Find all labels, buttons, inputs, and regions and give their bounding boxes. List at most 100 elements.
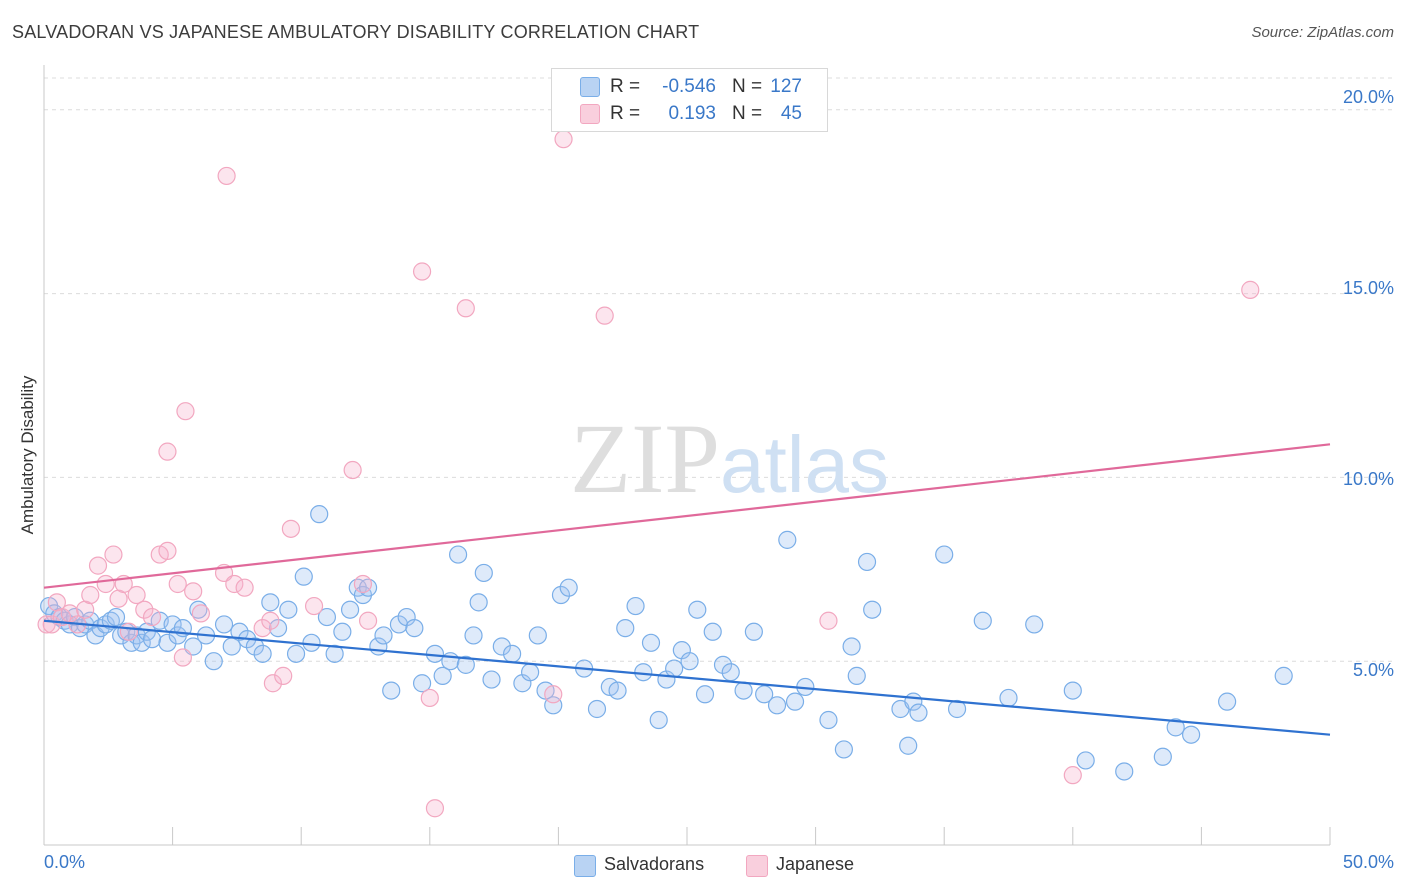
salvadoran-point <box>847 666 866 685</box>
japanese-point <box>1241 280 1260 299</box>
salvadoran-point <box>767 696 787 715</box>
japanese-point <box>135 600 154 619</box>
salvadoran-point <box>734 681 753 700</box>
japanese-point <box>554 130 573 149</box>
salvadoran-point <box>744 622 763 641</box>
legend-r-label: R = <box>610 103 641 124</box>
japanese-point <box>225 574 244 594</box>
data-points <box>37 130 1293 818</box>
salvadoran-point <box>132 633 151 652</box>
japanese-point <box>819 611 838 630</box>
salvadoran-point <box>214 615 234 634</box>
legend-swatch-pink <box>580 104 600 124</box>
salvadoran-point <box>294 567 313 586</box>
japanese-point <box>456 299 475 318</box>
salvadoran-point <box>340 600 360 619</box>
series-name: Salvadorans <box>604 854 705 874</box>
y-tick-label-15: 15.0% <box>1342 278 1394 298</box>
salvadoran-point <box>973 611 992 630</box>
salvadoran-point <box>1063 681 1082 700</box>
watermark-zip: ZIP <box>570 403 720 514</box>
salvadoran-point <box>1182 725 1201 744</box>
japanese-point <box>168 574 187 594</box>
grid-lines <box>44 77 1392 662</box>
japanese-point <box>235 578 254 597</box>
salvadoran-point <box>503 644 522 663</box>
japanese-point <box>184 582 203 601</box>
japanese-point <box>119 622 138 641</box>
salvadoran-point <box>469 593 488 612</box>
salvadoran-point <box>935 545 954 564</box>
japanese-point <box>343 460 362 480</box>
salvadoran-point <box>1166 718 1185 737</box>
salvadoran-point <box>834 740 853 759</box>
legend-row-japanese: R = 0.193 N = 45 <box>552 101 827 127</box>
salvadoran-point <box>142 630 162 649</box>
salvadoran-point <box>1076 751 1095 770</box>
salvadoran-trend-line <box>43 619 1331 736</box>
japanese-point <box>127 585 146 605</box>
salvadoran-point <box>474 563 493 583</box>
salvadoran-point <box>325 644 344 663</box>
salvadoran-point <box>302 633 321 652</box>
salvadoran-point <box>559 578 578 597</box>
salvadoran-point <box>405 619 424 638</box>
japanese-point <box>142 607 162 627</box>
legend-n-value: 45 <box>780 103 802 124</box>
japanese-point <box>176 402 195 421</box>
salvadoran-point <box>464 626 483 645</box>
salvadoran-point <box>665 659 684 678</box>
legend-n-label: N = <box>732 103 763 124</box>
x-tick-label-max: 50.0% <box>1342 852 1394 872</box>
japanese-point <box>544 685 563 704</box>
japanese-point <box>274 666 293 685</box>
salvadoran-point <box>899 736 918 755</box>
japanese-point <box>173 648 192 667</box>
japanese-point <box>263 674 283 693</box>
salvadoran-point <box>634 663 653 682</box>
salvadoran-point <box>587 699 607 719</box>
salvadoran-point <box>317 607 337 627</box>
salvadoran-point <box>857 552 877 572</box>
salvadoran-point <box>909 703 928 722</box>
salvadoran-point <box>999 688 1018 708</box>
series-swatch-blue <box>574 855 596 877</box>
legend-n-value: 127 <box>770 76 802 97</box>
salvadoran-point <box>433 666 452 685</box>
salvadoran-point <box>261 593 280 612</box>
legend-r-value: -0.546 <box>662 76 716 97</box>
source-label: Source: ZipAtlas.com <box>1251 24 1394 41</box>
salvadoran-point <box>608 681 627 700</box>
salvadoran-point <box>819 710 838 730</box>
series-name: Japanese <box>776 854 855 874</box>
salvadoran-point <box>1274 666 1293 685</box>
salvadoran-point <box>310 505 329 524</box>
japanese-point <box>353 574 373 594</box>
salvadoran-point <box>204 652 223 671</box>
salvadoran-point <box>695 685 715 704</box>
salvadoran-point <box>1115 762 1134 781</box>
salvadoran-point <box>382 681 401 700</box>
axes <box>43 65 1331 846</box>
salvadoran-point <box>521 663 540 682</box>
japanese-point <box>158 541 177 561</box>
salvadoran-point <box>333 622 352 641</box>
legend-n-label: N = <box>732 76 763 97</box>
salvadoran-point <box>713 655 733 674</box>
japanese-point <box>425 799 445 818</box>
japanese-point <box>81 585 100 605</box>
japanese-point <box>281 519 301 538</box>
y-tick-label-5: 5.0% <box>1352 660 1394 680</box>
japanese-point <box>158 442 177 461</box>
salvadoran-point <box>492 637 511 656</box>
salvadoran-point <box>279 600 298 619</box>
salvadoran-point <box>230 622 249 641</box>
salvadoran-point <box>1153 747 1172 766</box>
salvadoran-point <box>374 626 393 645</box>
legend-r-value: 0.193 <box>668 103 716 124</box>
watermark-atlas: atlas <box>720 420 889 509</box>
japanese-trend-line <box>43 443 1331 589</box>
stats-legend: R = -0.546 N = 127 R = 0.193 N = 45 <box>551 68 828 132</box>
salvadoran-point <box>551 585 571 605</box>
